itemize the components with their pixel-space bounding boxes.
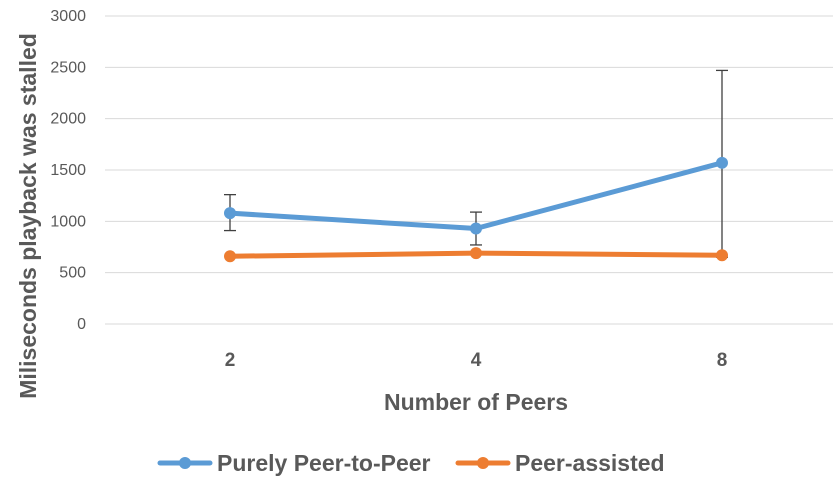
data-point bbox=[470, 247, 482, 260]
gridlines bbox=[105, 15, 833, 325]
x-tick-label: 4 bbox=[471, 350, 482, 371]
series-points bbox=[224, 156, 728, 263]
legend-marker bbox=[179, 457, 191, 469]
data-point bbox=[224, 250, 236, 263]
legend-marker bbox=[477, 457, 489, 469]
data-point bbox=[224, 207, 236, 220]
legend-label: Purely Peer-to-Peer bbox=[217, 450, 431, 476]
legend: Purely Peer-to-Peer Peer-assisted bbox=[157, 450, 665, 476]
y-tick-label: 2000 bbox=[50, 111, 86, 128]
y-tick-label: 500 bbox=[59, 265, 86, 282]
y-tick-label: 3000 bbox=[50, 8, 86, 25]
data-point bbox=[470, 222, 482, 235]
data-point bbox=[716, 156, 728, 169]
x-tick-label: 2 bbox=[225, 350, 236, 371]
x-tick-label: 8 bbox=[717, 350, 728, 371]
y-tick-label: 2500 bbox=[50, 59, 86, 76]
y-tick-label: 1500 bbox=[50, 162, 86, 179]
y-axis-title: Miliseconds playback was stalled bbox=[15, 33, 41, 399]
x-axis-ticks: 2 4 8 bbox=[225, 350, 728, 371]
data-point bbox=[716, 249, 728, 262]
x-axis-title: Number of Peers bbox=[384, 389, 568, 415]
legend-label: Peer-assisted bbox=[515, 450, 665, 476]
y-tick-label: 0 bbox=[77, 316, 86, 333]
y-tick-label: 1000 bbox=[50, 213, 86, 230]
y-axis-ticks: 0 500 1000 1500 2000 2500 3000 bbox=[50, 8, 86, 333]
